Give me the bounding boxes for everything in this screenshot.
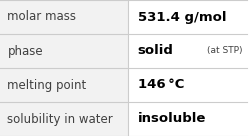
Text: 146 °C: 146 °C <box>137 78 184 92</box>
Text: molar mass: molar mass <box>8 10 76 24</box>
Bar <box>128 102 246 136</box>
Bar <box>0 68 128 102</box>
Text: 531.4 g/mol: 531.4 g/mol <box>137 10 226 24</box>
Text: melting point: melting point <box>8 78 86 92</box>
Text: phase: phase <box>8 44 43 58</box>
Text: insoluble: insoluble <box>137 112 205 126</box>
Bar <box>128 34 246 68</box>
Text: (at STP): (at STP) <box>206 47 242 55</box>
Text: solubility in water: solubility in water <box>8 112 113 126</box>
Bar <box>0 102 128 136</box>
Text: solid: solid <box>137 44 173 58</box>
Bar <box>128 68 246 102</box>
Bar <box>0 0 128 34</box>
Bar <box>0 34 128 68</box>
Bar <box>128 0 246 34</box>
